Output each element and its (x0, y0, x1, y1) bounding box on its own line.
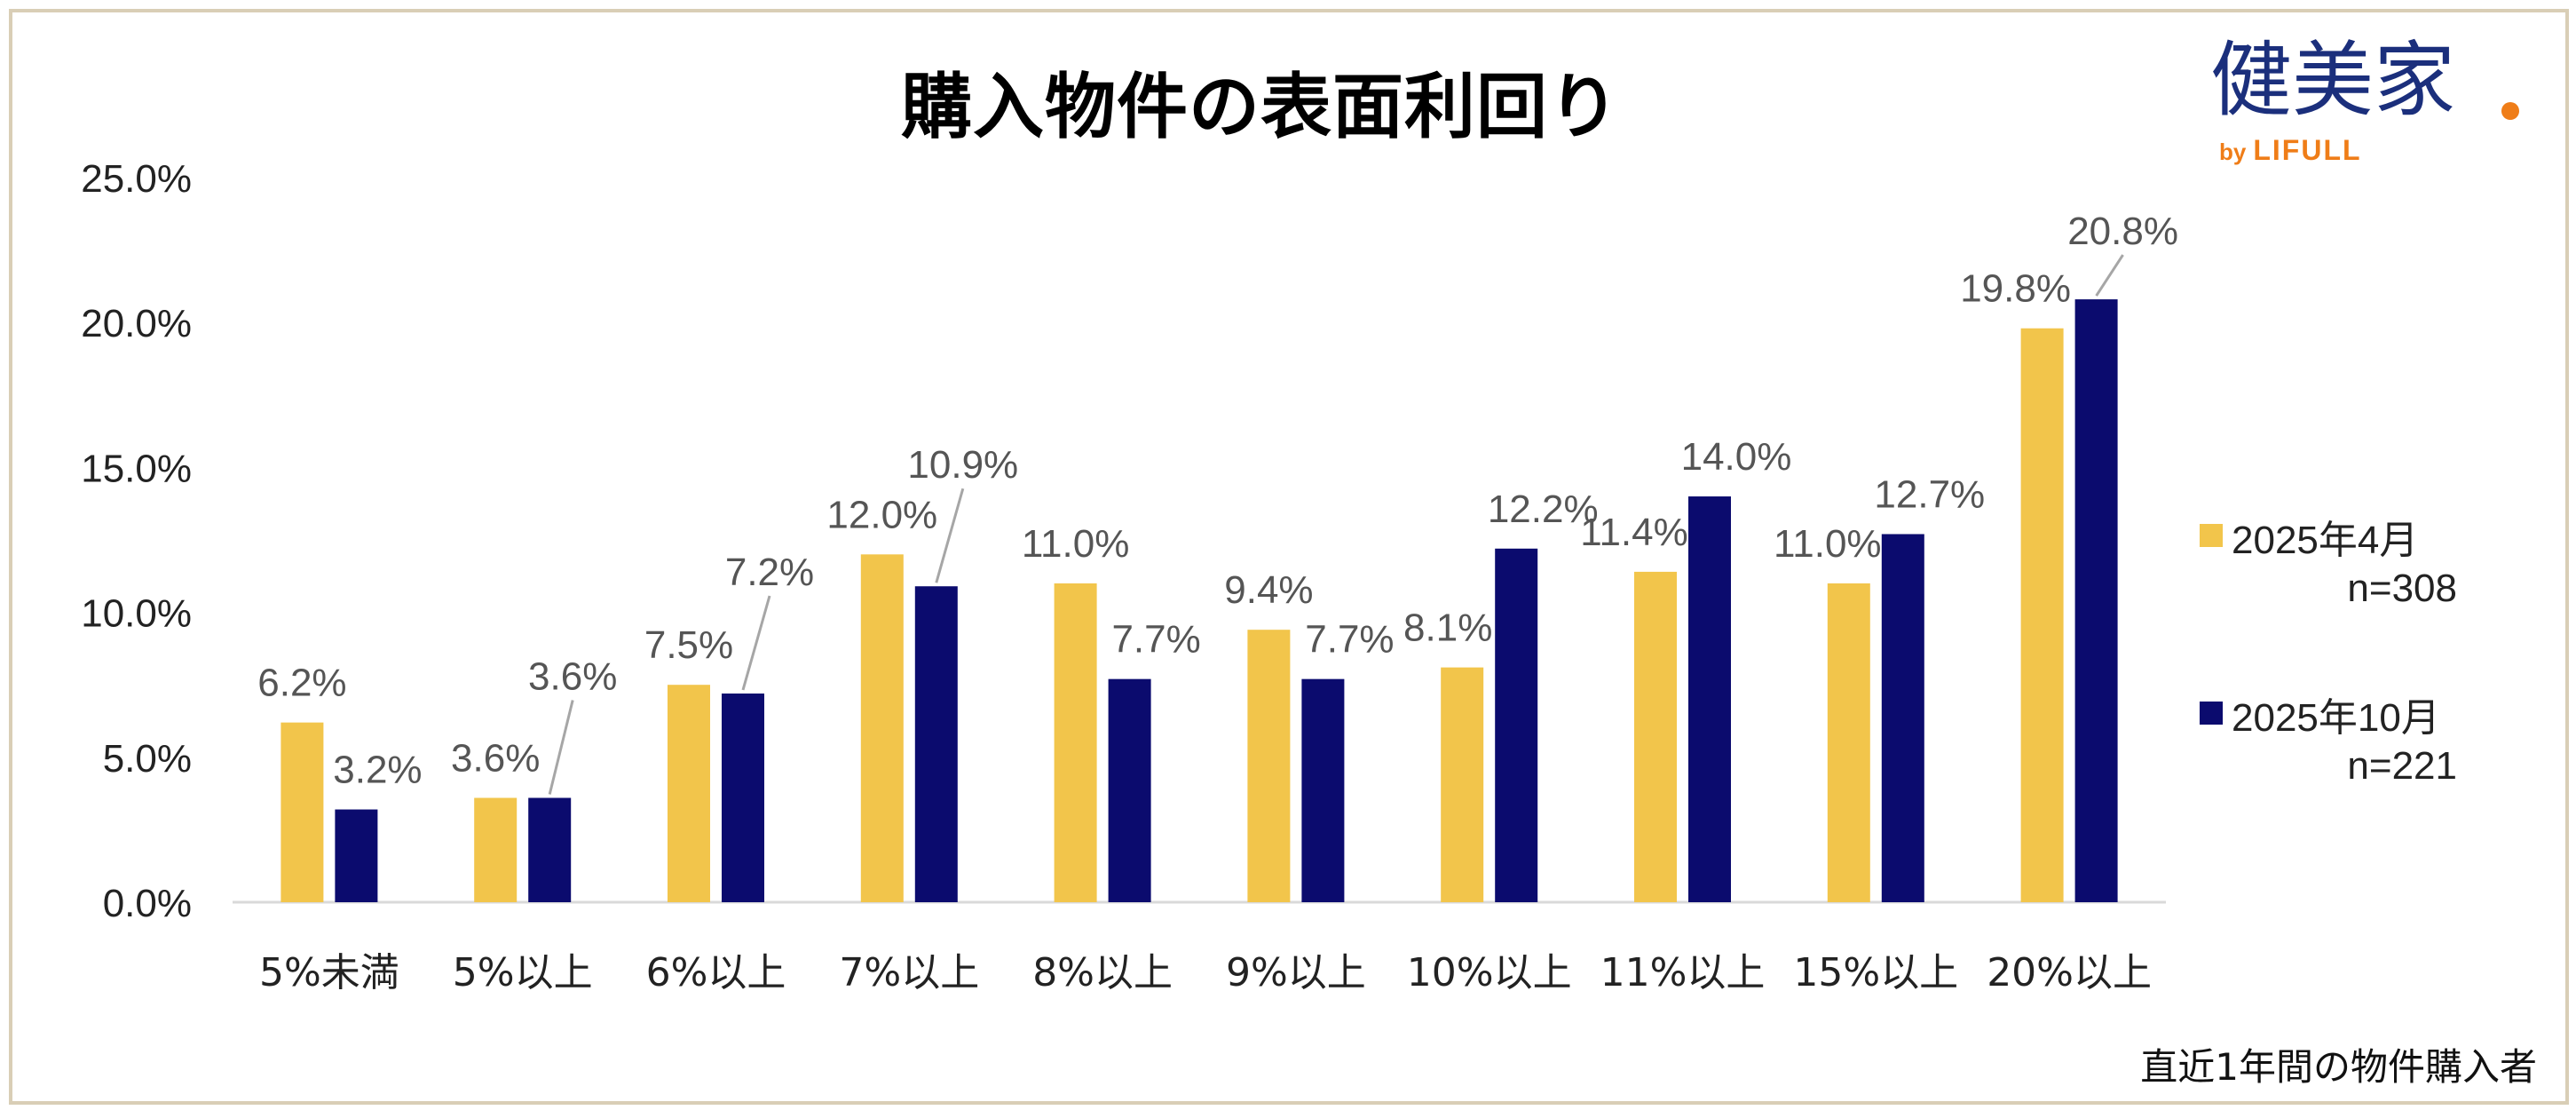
logo: 健美家 by LIFULL (2210, 40, 2530, 173)
x-tick-label: 11%以上 (1600, 950, 1766, 995)
data-label: 7.2% (725, 551, 814, 594)
legend-item-series-1: 2025年4月 n=308 (2200, 508, 2484, 686)
bar-2 (2074, 299, 2118, 902)
data-label: 14.0% (1681, 435, 1792, 479)
legend-label-series-2: 2025年10月 (2232, 696, 2440, 740)
x-tick-label: 10%以上 (1407, 950, 1572, 995)
bar-1 (1634, 571, 1677, 902)
legend-swatch-series-2 (2200, 702, 2223, 725)
logo-by: by (2219, 139, 2247, 165)
data-label: 11.4% (1580, 511, 1688, 554)
data-label: 3.6% (451, 736, 540, 780)
x-tick-label: 5%以上 (453, 950, 593, 995)
data-label: 19.8% (1960, 267, 2071, 311)
data-label: 3.6% (528, 654, 617, 698)
bar-1 (1247, 630, 1291, 902)
data-label: 6.2% (257, 662, 346, 705)
y-tick-label: 5.0% (103, 737, 192, 781)
bar-1 (1054, 583, 1097, 902)
bar-1 (1827, 583, 1870, 902)
y-tick-label: 25.0% (81, 157, 192, 201)
y-tick-label: 20.0% (81, 302, 192, 345)
bar-1 (860, 554, 904, 902)
leader-line (935, 488, 965, 583)
data-label: 11.0% (1774, 522, 1882, 566)
y-tick-label: 15.0% (81, 447, 192, 490)
bar-2 (1495, 548, 1538, 902)
legend-n-series-1: n=308 (2347, 567, 2457, 610)
data-label: 12.0% (826, 493, 937, 536)
leader-line (741, 595, 771, 691)
data-label: 10.9% (907, 443, 1018, 487)
bar-2 (1688, 496, 1731, 902)
bar-2 (335, 809, 378, 902)
bar-1 (474, 797, 518, 902)
bar-2 (1301, 678, 1345, 902)
legend-n-series-2: n=221 (2347, 744, 2457, 788)
leader-line (548, 700, 574, 795)
bar-1 (2020, 328, 2064, 902)
data-label: 12.7% (1874, 472, 1985, 516)
legend: 2025年4月 n=308 2025年10月 n=221 (2200, 508, 2484, 863)
data-label: 11.0% (1022, 522, 1130, 566)
data-label: 7.7% (1305, 618, 1394, 662)
bar-1 (1441, 667, 1484, 902)
bar-2 (1881, 534, 1924, 902)
data-label: 7.7% (1111, 618, 1200, 662)
bar-1 (668, 685, 710, 902)
x-tick-label: 7%以上 (839, 950, 979, 995)
chart-frame (9, 9, 2569, 1105)
bar-2 (722, 693, 764, 902)
y-tick-label: 0.0% (103, 882, 192, 925)
legend-label-series-1: 2025年4月 (2232, 519, 2419, 562)
x-tick-label: 8%以上 (1032, 950, 1173, 995)
data-label: 8.1% (1403, 607, 1492, 650)
legend-item-series-2: 2025年10月 n=221 (2200, 686, 2484, 863)
logo-text: 健美家 (2210, 33, 2456, 128)
logo-subtext: by LIFULL (2219, 134, 2362, 167)
logo-brand: LIFULL (2253, 134, 2362, 166)
x-tick-label: 9%以上 (1226, 950, 1366, 995)
bar-2 (528, 797, 572, 902)
data-label: 12.2% (1488, 488, 1599, 531)
leader-line (2095, 254, 2124, 297)
y-tick-label: 10.0% (81, 592, 192, 636)
x-tick-label: 15%以上 (1793, 950, 1958, 995)
data-label: 20.8% (2067, 210, 2178, 253)
data-label: 9.4% (1224, 568, 1313, 612)
data-label: 7.5% (644, 623, 733, 667)
x-tick-label: 6%以上 (646, 950, 786, 995)
bar-1 (281, 722, 324, 902)
legend-swatch-series-1 (2200, 524, 2223, 547)
bar-2 (1108, 678, 1151, 902)
data-label: 3.2% (333, 749, 422, 792)
bar-2 (914, 586, 958, 902)
x-tick-label: 20%以上 (1987, 950, 2152, 995)
chart-title: 購入物件の表面利回り (901, 66, 1620, 148)
logo-dot-icon (2501, 102, 2519, 120)
x-tick-label: 5%未満 (259, 950, 399, 995)
footnote: 直近1年間の物件購入者 (2140, 1045, 2537, 1089)
